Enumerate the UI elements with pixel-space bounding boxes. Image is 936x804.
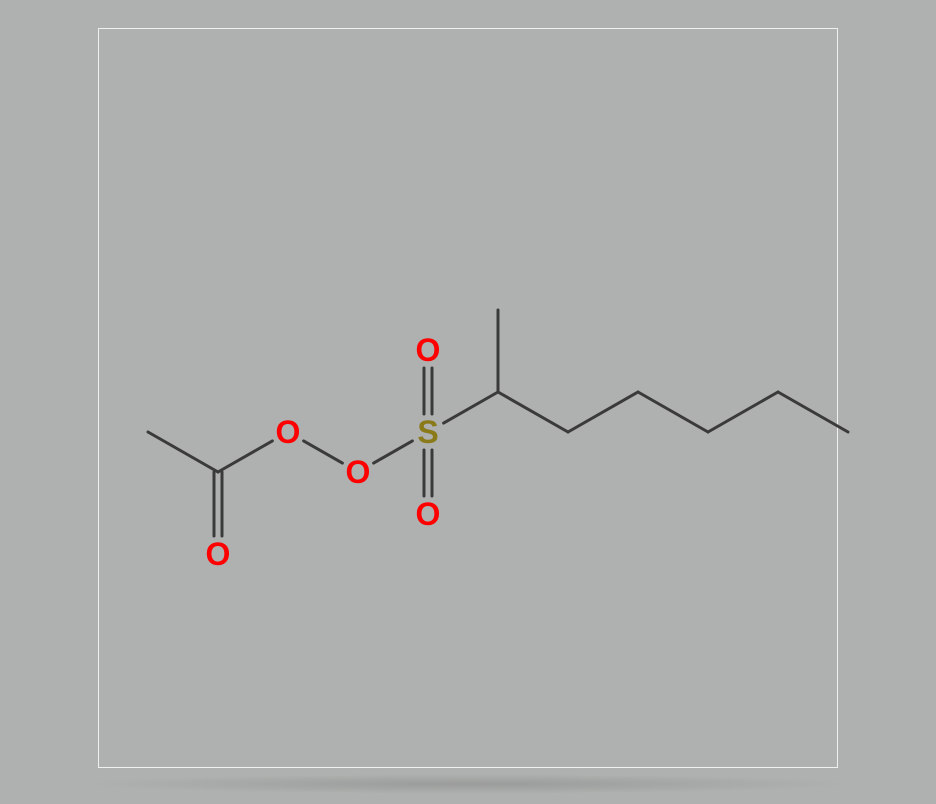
bottom-shadow (80, 774, 856, 794)
molecule-diagram (0, 0, 936, 804)
atom-label-o8d: O (416, 498, 441, 530)
atom-label-o5: O (346, 456, 371, 488)
atom-label-s6: S (417, 416, 438, 448)
atom-label-o4: O (276, 416, 301, 448)
atom-label-o7d: O (416, 334, 441, 366)
atom-label-o3d: O (206, 538, 231, 570)
